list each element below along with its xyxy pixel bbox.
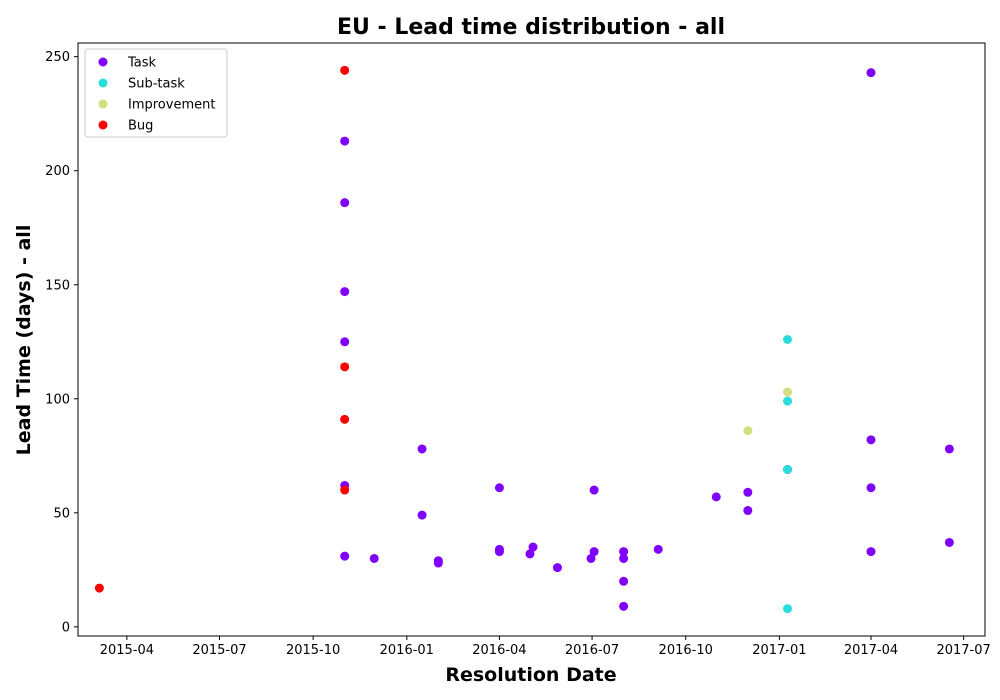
data-point-task bbox=[586, 553, 596, 563]
data-point-task bbox=[619, 547, 629, 557]
data-point-bug bbox=[340, 65, 350, 75]
data-point-bug bbox=[94, 583, 104, 593]
legend-marker bbox=[98, 57, 108, 67]
legend-box bbox=[84, 48, 228, 138]
x-tick-label: 2015-07 bbox=[192, 643, 246, 658]
data-point-bug bbox=[340, 362, 350, 372]
y-tick-label: 150 bbox=[45, 278, 70, 293]
plot-area bbox=[77, 42, 986, 637]
data-point-task bbox=[866, 483, 876, 493]
data-point-bug bbox=[340, 414, 350, 424]
y-tick-label: 100 bbox=[45, 392, 70, 407]
y-axis-label: Lead Time (days) - all bbox=[13, 225, 35, 456]
data-point-task bbox=[340, 287, 350, 297]
data-point-sub-task bbox=[783, 396, 793, 406]
y-tick-label: 250 bbox=[45, 50, 70, 65]
data-point-improvement bbox=[743, 426, 753, 436]
legend-marker bbox=[98, 78, 108, 88]
y-tick-label: 0 bbox=[62, 620, 70, 635]
legend-marker bbox=[98, 99, 108, 109]
data-point-task bbox=[340, 198, 350, 208]
y-tick-label: 50 bbox=[53, 506, 70, 521]
data-point-bug bbox=[340, 485, 350, 495]
data-point-task bbox=[528, 542, 538, 552]
legend-label: Improvement bbox=[128, 98, 215, 113]
x-axis-label: Resolution Date bbox=[445, 664, 616, 686]
data-point-task bbox=[619, 601, 629, 611]
data-point-task bbox=[589, 547, 599, 557]
data-point-task bbox=[417, 444, 427, 454]
data-point-sub-task bbox=[783, 604, 793, 614]
data-point-sub-task bbox=[783, 465, 793, 475]
data-point-task bbox=[340, 136, 350, 146]
data-point-task bbox=[525, 549, 535, 559]
data-point-task bbox=[433, 558, 443, 568]
chart-title: EU - Lead time distribution - all bbox=[337, 15, 725, 40]
y-axis: 0 50 100 150 200 250 bbox=[45, 50, 78, 635]
x-tick-label: 2016-07 bbox=[565, 643, 619, 658]
data-point-task bbox=[619, 553, 629, 563]
data-point-task bbox=[369, 553, 379, 563]
data-point-task bbox=[340, 551, 350, 561]
data-point-task bbox=[340, 337, 350, 347]
data-point-task bbox=[417, 510, 427, 520]
data-point-task bbox=[866, 68, 876, 78]
y-tick-label: 200 bbox=[45, 164, 70, 179]
x-tick-label: 2016-04 bbox=[472, 643, 526, 658]
legend-marker bbox=[98, 120, 108, 130]
data-point-task bbox=[653, 544, 663, 554]
data-point-task bbox=[944, 537, 954, 547]
x-tick-label: 2017-01 bbox=[752, 643, 806, 658]
legend-label: Bug bbox=[128, 119, 153, 134]
data-point-task bbox=[552, 563, 562, 573]
data-point-task bbox=[743, 506, 753, 516]
data-point-task bbox=[866, 547, 876, 557]
data-point-sub-task bbox=[783, 335, 793, 344]
data-point-improvement bbox=[783, 387, 793, 397]
legend: Task Sub-task Improvement Bug bbox=[84, 48, 228, 138]
legend-label: Task bbox=[127, 56, 157, 71]
data-point-task bbox=[494, 547, 504, 557]
x-tick-label: 2017-04 bbox=[844, 643, 898, 658]
x-tick-label: 2016-10 bbox=[659, 643, 713, 658]
x-tick-label: 2015-04 bbox=[100, 643, 154, 658]
x-tick-label: 2015-10 bbox=[286, 643, 340, 658]
x-tick-label: 2016-01 bbox=[380, 643, 434, 658]
x-tick-label: 2017-07 bbox=[936, 643, 990, 658]
data-point-task bbox=[589, 485, 599, 495]
data-point-task bbox=[619, 576, 629, 586]
legend-label: Sub-task bbox=[128, 77, 185, 92]
data-point-task bbox=[494, 483, 504, 493]
data-point-task bbox=[743, 487, 753, 497]
data-point-task bbox=[866, 435, 876, 445]
data-point-task bbox=[944, 444, 954, 454]
x-axis: 2015-04 2015-07 2015-10 2016-01 2016-04 2016-… bbox=[100, 636, 991, 658]
data-point-task bbox=[711, 492, 721, 502]
data-points bbox=[94, 65, 954, 614]
